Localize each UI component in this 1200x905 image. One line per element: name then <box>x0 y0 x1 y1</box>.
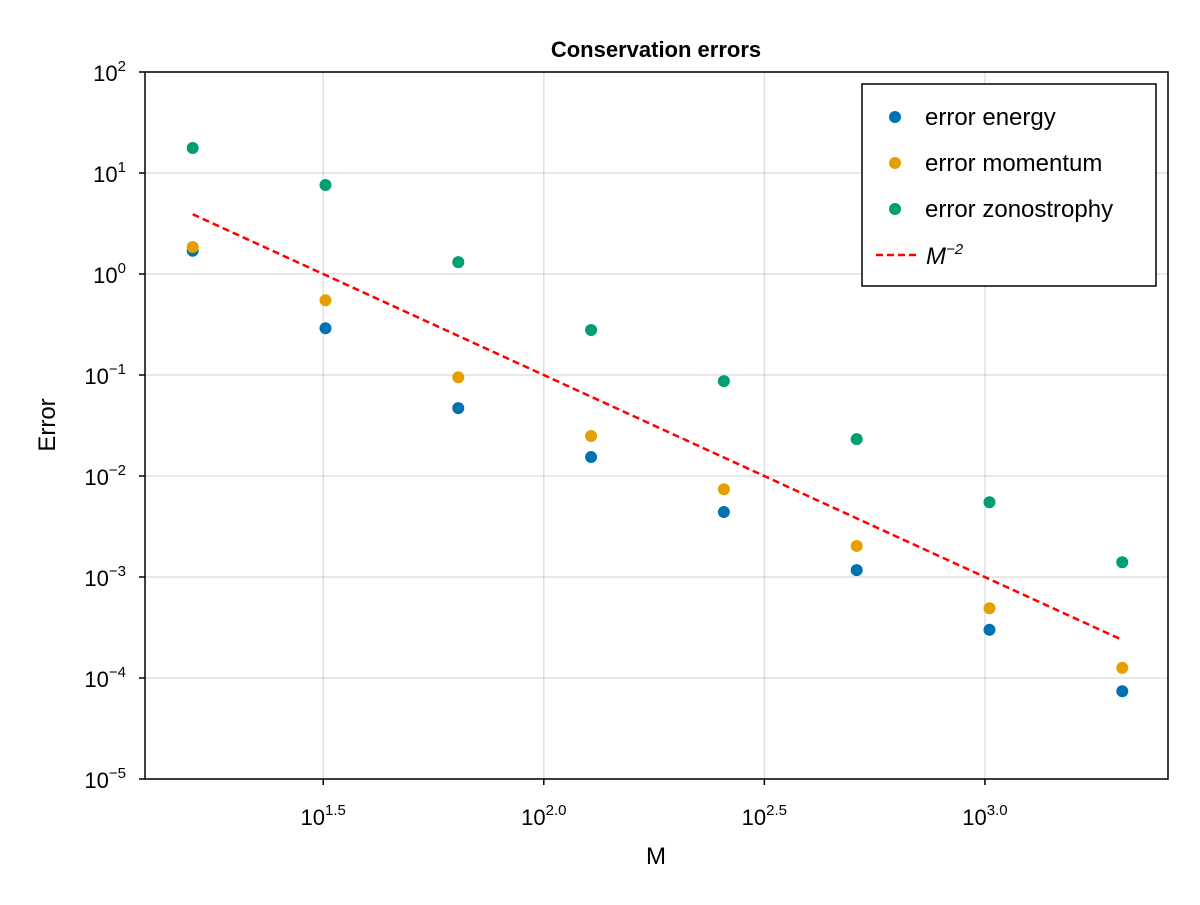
data-point-error-zonostrophy <box>186 141 199 154</box>
data-point-error-zonostrophy <box>585 323 598 336</box>
legend-label: error momentum <box>925 150 1102 177</box>
data-point-error-momentum <box>1116 661 1129 674</box>
y-tick-label: 10−2 <box>84 462 126 490</box>
data-point-error-zonostrophy <box>850 433 863 446</box>
data-point-error-energy <box>717 506 730 519</box>
legend-label: error zonostrophy <box>925 196 1113 223</box>
legend-box <box>861 83 1157 287</box>
x-tick-label: 102.0 <box>521 802 566 830</box>
data-point-error-momentum <box>186 241 199 254</box>
data-point-error-zonostrophy <box>319 179 332 192</box>
data-point-error-energy <box>585 451 598 464</box>
plot-marks <box>186 141 1129 698</box>
data-point-error-momentum <box>452 371 465 384</box>
y-tick-label: 101 <box>93 159 126 187</box>
legend: error energy error momentum error zonostro… <box>861 83 1157 287</box>
x-tick-label: 103.0 <box>962 802 1007 830</box>
legend-label: error energy <box>925 104 1056 131</box>
x-tick-label: 101.5 <box>301 802 346 830</box>
y-tick-label: 102 <box>93 58 126 86</box>
reference-line-m-2 <box>192 213 1123 642</box>
data-point-error-momentum <box>717 483 730 496</box>
y-axis-label: Error <box>34 398 61 451</box>
data-point-error-momentum <box>850 539 863 552</box>
chart-title: Conservation errors <box>551 37 761 62</box>
data-point-error-zonostrophy <box>452 256 465 269</box>
data-point-error-zonostrophy <box>717 375 730 388</box>
y-tick-label: 10−4 <box>84 664 126 692</box>
data-point-error-energy <box>319 322 332 335</box>
y-tick-label: 10−5 <box>84 765 126 793</box>
data-point-error-zonostrophy <box>983 496 996 509</box>
legend-label: M−2 <box>926 241 964 270</box>
plot-frame <box>144 71 1169 780</box>
y-tick-label: 100 <box>93 260 126 288</box>
data-point-error-momentum <box>983 602 996 615</box>
data-point-error-zonostrophy <box>1116 556 1129 569</box>
legend-marker-icon <box>889 203 901 215</box>
data-point-error-momentum <box>585 429 598 442</box>
x-axis-label: M <box>646 843 666 870</box>
y-tick-label: 10−3 <box>84 563 126 591</box>
x-tick-label: 102.5 <box>742 802 787 830</box>
legend-marker-icon <box>889 157 901 169</box>
data-point-error-energy <box>1116 685 1129 698</box>
data-point-error-energy <box>850 564 863 577</box>
data-point-error-energy <box>452 402 465 415</box>
y-tick-label: 10−1 <box>84 361 126 389</box>
legend-marker-icon <box>889 111 901 123</box>
tick-labels: 101.5 102.0 102.5 103.0 102 101 100 10−1 10−2 10−… <box>84 58 1007 830</box>
data-point-error-energy <box>983 623 996 636</box>
data-point-error-momentum <box>319 294 332 307</box>
